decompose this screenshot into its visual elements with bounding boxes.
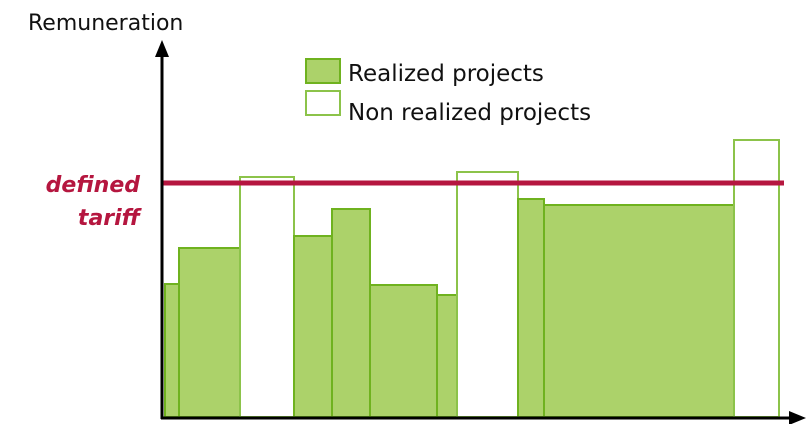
- realized-project-bar: [543, 204, 735, 418]
- non-realized-project-bar: [456, 171, 519, 418]
- realized-project-bar: [436, 294, 458, 418]
- realized-project-bar: [369, 284, 438, 418]
- realized-project-bar: [293, 235, 333, 418]
- defined-tariff-label-line1: defined: [46, 173, 141, 198]
- realized-project-bar: [178, 247, 241, 418]
- y-axis-arrowhead: [155, 40, 169, 57]
- legend-realized-label: Realized projects: [348, 61, 544, 87]
- realized-project-bar: [164, 283, 180, 418]
- axes: [155, 40, 806, 424]
- project-bars: [164, 139, 780, 418]
- legend-non-realized-label: Non realized projects: [348, 100, 591, 126]
- realized-project-bar: [517, 198, 545, 418]
- defined-tariff-label-line2: tariff: [78, 206, 143, 231]
- non-realized-project-bar: [239, 176, 295, 418]
- legend-non-realized-swatch: [305, 90, 341, 116]
- x-axis-arrowhead: [789, 411, 806, 424]
- legend: Realized projects Non realized projects: [305, 58, 591, 126]
- legend-realized-swatch: [305, 58, 341, 84]
- realized-project-bar: [331, 208, 371, 418]
- y-axis-label: Remuneration: [28, 11, 183, 36]
